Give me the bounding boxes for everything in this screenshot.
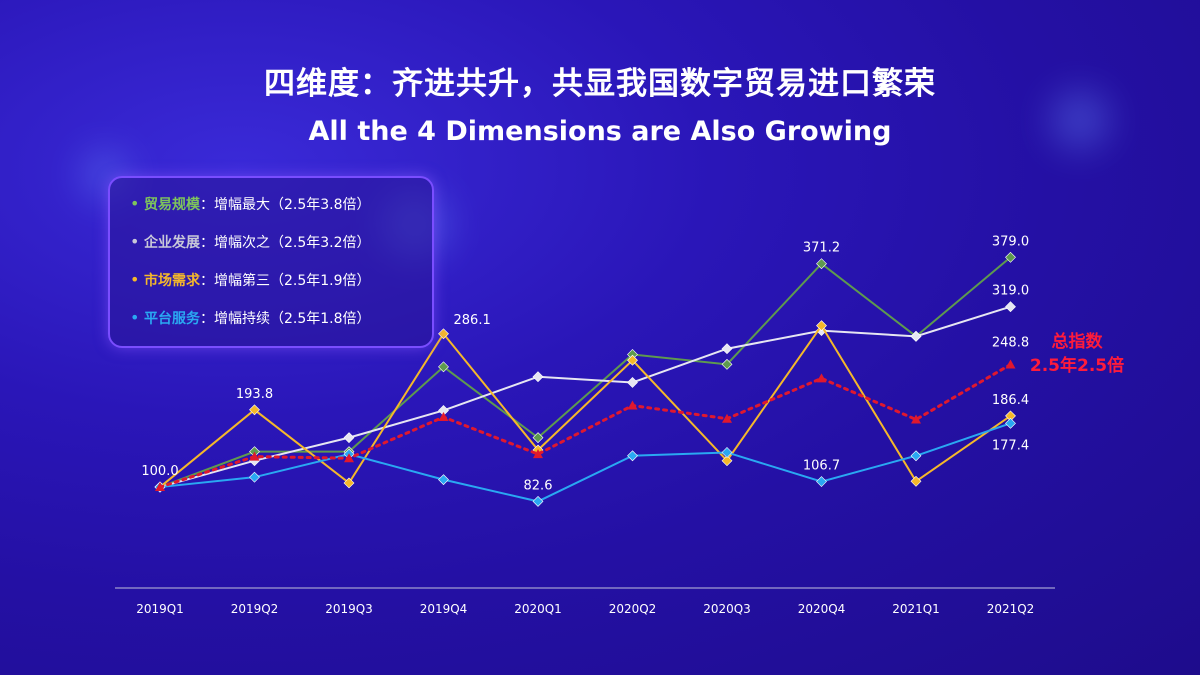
x-tick-label: 2019Q2 bbox=[231, 602, 279, 616]
data-point-总指数 bbox=[533, 449, 543, 459]
data-label: 379.0 bbox=[992, 234, 1029, 249]
data-point-总指数 bbox=[911, 414, 921, 424]
legend-item-name: 贸易规模 bbox=[144, 197, 200, 213]
data-point-企业发展 bbox=[910, 330, 922, 342]
total-index-annotation: 总指数 2.5年2.5倍 bbox=[1022, 330, 1132, 378]
data-point-企业发展 bbox=[343, 432, 355, 444]
data-point-总指数 bbox=[722, 413, 732, 423]
legend-item-trade-scale: • 贸易规模：增幅最大（2.5年3.8倍） bbox=[130, 194, 371, 213]
bullet-icon: • bbox=[130, 194, 140, 213]
bullet-icon: • bbox=[130, 270, 140, 289]
background-glow bbox=[1050, 90, 1110, 150]
data-point-总指数 bbox=[627, 400, 638, 410]
x-tick-label: 2020Q4 bbox=[798, 602, 846, 616]
data-label: 106.7 bbox=[803, 459, 840, 474]
data-point-企业发展 bbox=[627, 377, 638, 388]
data-point-平台服务 bbox=[816, 476, 827, 487]
data-point-平台服务 bbox=[532, 495, 544, 507]
bullet-icon: • bbox=[130, 308, 140, 327]
data-point-平台服务 bbox=[249, 471, 260, 483]
data-point-平台服务 bbox=[438, 474, 449, 486]
data-label: 371.2 bbox=[803, 241, 840, 256]
data-point-市场需求 bbox=[910, 475, 922, 487]
data-label: 193.8 bbox=[236, 387, 273, 402]
data-point-平台服务 bbox=[1005, 417, 1016, 429]
data-point-市场需求 bbox=[249, 404, 260, 416]
series-line-总指数 bbox=[158, 363, 1012, 489]
data-point-总指数 bbox=[249, 451, 260, 461]
data-point-企业发展 bbox=[532, 371, 544, 383]
data-point-贸易规模 bbox=[721, 358, 733, 370]
data-point-贸易规模 bbox=[1005, 251, 1016, 263]
x-tick-label: 2021Q2 bbox=[987, 602, 1035, 616]
page-subtitle: All the 4 Dimensions are Also Growing bbox=[308, 116, 892, 147]
series-line-市场需求 bbox=[159, 323, 1012, 488]
data-point-总指数 bbox=[816, 373, 827, 383]
data-point-总指数 bbox=[155, 482, 165, 492]
total-index-title: 总指数 bbox=[1051, 332, 1103, 352]
x-tick-label: 2019Q1 bbox=[136, 602, 184, 616]
data-point-企业发展 bbox=[1005, 301, 1016, 313]
data-point-贸易规模 bbox=[438, 361, 449, 373]
legend-item-name: 平台服务 bbox=[144, 311, 200, 327]
data-point-市场需求 bbox=[721, 455, 733, 467]
data-point-市场需求 bbox=[438, 328, 449, 340]
data-point-市场需求 bbox=[627, 354, 638, 366]
data-point-平台服务 bbox=[627, 450, 638, 462]
legend-item-desc: 增幅最大（2.5年3.8倍） bbox=[214, 197, 371, 213]
x-tick-label: 2020Q3 bbox=[703, 602, 751, 616]
legend-panel: • 贸易规模：增幅最大（2.5年3.8倍） • 企业发展：增幅次之（2.5年3.2倍… bbox=[108, 176, 434, 348]
legend-item-desc: 增幅第三（2.5年1.9倍） bbox=[214, 273, 371, 289]
series-line-贸易规模 bbox=[159, 256, 1012, 488]
data-label: 82.6 bbox=[524, 478, 553, 493]
data-point-平台服务 bbox=[721, 447, 733, 458]
data-point-市场需求 bbox=[343, 477, 355, 489]
data-label: 177.4 bbox=[992, 438, 1029, 453]
data-point-总指数 bbox=[1005, 359, 1016, 369]
data-label: 248.8 bbox=[992, 336, 1029, 351]
total-index-growth: 2.5年2.5倍 bbox=[1029, 356, 1125, 376]
x-tick-label: 2019Q4 bbox=[420, 602, 468, 616]
legend-item-platform: • 平台服务：增幅持续（2.5年1.8倍） bbox=[130, 308, 371, 327]
x-tick-label: 2021Q1 bbox=[892, 602, 940, 616]
data-point-总指数 bbox=[438, 412, 449, 422]
data-point-企业发展 bbox=[721, 343, 733, 355]
data-label: 186.4 bbox=[992, 393, 1029, 408]
data-label: 319.0 bbox=[992, 284, 1029, 299]
series-line-平台服务 bbox=[159, 422, 1011, 503]
data-label: 286.1 bbox=[454, 313, 491, 328]
data-point-市场需求 bbox=[816, 320, 827, 332]
page-title: 四维度：齐进共升，共显我国数字贸易进口繁荣 bbox=[264, 66, 936, 102]
data-point-贸易规模 bbox=[816, 258, 827, 270]
data-point-贸易规模 bbox=[532, 432, 544, 444]
data-label: 100.0 bbox=[141, 464, 178, 479]
data-point-平台服务 bbox=[910, 450, 922, 462]
legend-item-desc: 增幅持续（2.5年1.8倍） bbox=[214, 311, 371, 327]
legend-item-enterprise: • 企业发展：增幅次之（2.5年3.2倍） bbox=[130, 232, 371, 251]
series-line-企业发展 bbox=[159, 305, 1011, 489]
x-tick-label: 2019Q3 bbox=[325, 602, 373, 616]
data-point-总指数 bbox=[344, 453, 354, 463]
x-tick-label: 2020Q2 bbox=[609, 602, 657, 616]
legend-item-name: 市场需求 bbox=[144, 273, 200, 289]
x-tick-label: 2020Q1 bbox=[514, 602, 562, 616]
legend-item-market-demand: • 市场需求：增幅第三（2.5年1.9倍） bbox=[130, 270, 371, 289]
legend-item-name: 企业发展 bbox=[144, 235, 200, 251]
bullet-icon: • bbox=[130, 232, 140, 251]
legend-item-desc: 增幅次之（2.5年3.2倍） bbox=[214, 235, 371, 251]
